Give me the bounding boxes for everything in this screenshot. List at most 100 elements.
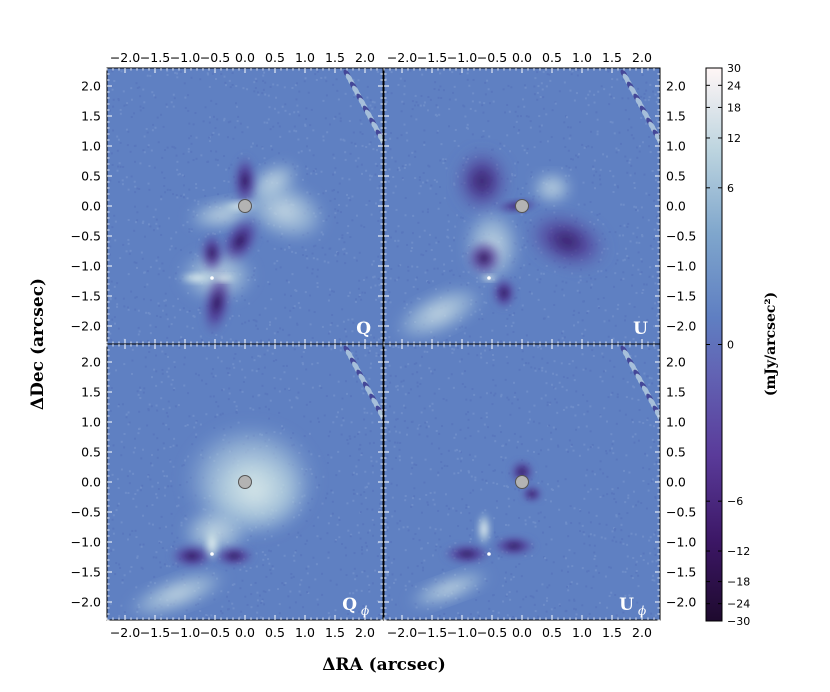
companion-core: [487, 276, 491, 280]
x-tick-label: 0.0: [512, 625, 532, 640]
panel-label-subscript: ϕ: [638, 604, 646, 618]
y-tick-label: 1.0: [666, 415, 686, 430]
y-tick-label: 1.5: [666, 385, 686, 400]
panel-label: U: [619, 595, 634, 615]
x-tick-label-top: 0.0: [235, 50, 255, 65]
x-tick-label-top: 0.5: [265, 50, 285, 65]
x-tick-label-top: 0.0: [512, 50, 532, 65]
x-tick-label-top: 2.0: [355, 50, 375, 65]
y-axis-title: ΔDec (arcsec): [28, 278, 48, 410]
y-tick-label: 2.0: [666, 79, 686, 94]
x-tick-label-top: 1.5: [325, 50, 345, 65]
panel-label: Q: [342, 595, 357, 615]
colorbar-tick-label: −30: [727, 615, 750, 628]
colorbar-tick-label: 6: [727, 182, 734, 195]
x-tick-label: −0.5: [200, 625, 230, 640]
y-tick-label: −1.5: [666, 289, 696, 304]
y-tick-label: −2.0: [71, 319, 101, 334]
companion-core: [487, 552, 491, 556]
y-tick-label: −2.0: [666, 595, 696, 610]
y-tick-label: −1.0: [71, 259, 101, 274]
colorbar-tick-label: −12: [727, 545, 750, 558]
y-tick-label: −1.5: [71, 565, 101, 580]
panel-u-phi: −2.0 −1.5 −1.0 −0.5 0.0 0.5 1.0 1.5 2.02.01.51.0…: [383, 343, 696, 640]
x-tick-label: −0.5: [477, 625, 507, 640]
y-tick-label: −1.0: [666, 259, 696, 274]
x-tick-label-top: −2.0: [110, 50, 140, 65]
colorbar-tick-label: 18: [727, 101, 741, 114]
x-tick-label: 1.5: [602, 625, 622, 640]
coronagraph-mask: [238, 475, 252, 489]
coronagraph-mask: [515, 475, 529, 489]
axis-titles: ΔRA (arcsec) ΔDec (arcsec): [28, 278, 446, 675]
colorbar-tick-label: 0: [727, 339, 734, 352]
y-tick-label: 0.5: [81, 445, 101, 460]
panel-q: −2.0 −1.5 −1.0 −0.5 0.0 0.5 1.0 1.5 2.02.01.51.0…: [71, 50, 384, 345]
panel-u: −2.0 −1.5 −1.0 −0.5 0.0 0.5 1.0 1.5 2.02.01.51.0…: [383, 50, 696, 345]
panel-q-phi: −2.0 −1.5 −1.0 −0.5 0.0 0.5 1.0 1.5 2.02.01.51.0…: [71, 343, 384, 640]
y-tick-label: 0.5: [81, 169, 101, 184]
emission-features: [406, 458, 544, 610]
x-tick-label-top: 1.5: [602, 50, 622, 65]
colorbar-tick-label: 24: [727, 79, 741, 92]
panel-image: [384, 68, 660, 344]
y-tick-label: 1.5: [666, 109, 686, 124]
y-tick-label: 0.0: [81, 475, 101, 490]
x-tick-label-top: −1.5: [417, 50, 447, 65]
x-tick-label-top: 0.5: [542, 50, 562, 65]
x-tick-label-top: −1.5: [140, 50, 170, 65]
panel-ticks: [383, 344, 660, 621]
y-tick-label: 0.5: [666, 445, 686, 460]
panel-ticks: [106, 68, 383, 345]
coronagraph-mask: [238, 199, 252, 213]
x-tick-label: 0.5: [265, 625, 285, 640]
companion-core: [210, 552, 214, 556]
y-tick-label: −0.5: [71, 505, 101, 520]
x-tick-label: −2.0: [387, 625, 417, 640]
y-tick-label: −2.0: [666, 319, 696, 334]
colorbar: 30 24 18 12 6 0 −6 −12 −18 −24 −30 (mJy/arcsec²): [705, 62, 779, 628]
colorbar-tick-label: −18: [727, 576, 750, 589]
y-tick-label: −2.0: [71, 595, 101, 610]
panel-image: [107, 344, 383, 620]
colorbar-title: (mJy/arcsec²): [763, 292, 779, 396]
colorbar-tick-label: −24: [727, 598, 750, 611]
x-tick-label: 1.0: [572, 625, 592, 640]
x-tick-label-top: 1.0: [295, 50, 315, 65]
x-tick-label-top: 1.0: [572, 50, 592, 65]
outer-arc-feature: [620, 69, 660, 151]
panel-label-subscript: ϕ: [361, 604, 369, 618]
x-tick-label-top: −0.5: [200, 50, 230, 65]
x-tick-label-top: −1.0: [170, 50, 200, 65]
noise-texture: [107, 344, 383, 620]
panels-layer: −2.0 −1.5 −1.0 −0.5 0.0 0.5 1.0 1.5 2.02.01.51.0…: [71, 50, 697, 640]
y-tick-label: −1.5: [71, 289, 101, 304]
x-tick-label: 1.5: [325, 625, 345, 640]
x-tick-label-top: −2.0: [387, 50, 417, 65]
emission-features: [392, 146, 611, 343]
x-tick-label: 1.0: [295, 625, 315, 640]
x-tick-label: −1.5: [140, 625, 170, 640]
y-tick-label: 0.0: [81, 199, 101, 214]
y-tick-label: −1.5: [666, 565, 696, 580]
y-tick-label: 2.0: [81, 355, 101, 370]
y-tick-label: −0.5: [666, 505, 696, 520]
x-tick-label: −1.0: [170, 625, 200, 640]
panel-label: U: [633, 319, 648, 339]
y-tick-label: 0.0: [666, 199, 686, 214]
x-tick-label: 0.0: [235, 625, 255, 640]
panel-ticks: [106, 344, 383, 621]
y-tick-label: 1.0: [81, 139, 101, 154]
x-tick-label: 0.5: [542, 625, 562, 640]
x-tick-label: −1.0: [447, 625, 477, 640]
colorbar-tick-label: −6: [727, 495, 743, 508]
y-tick-label: −0.5: [71, 229, 101, 244]
colorbar-tick-label: 30: [727, 62, 741, 75]
x-tick-label-top: −0.5: [477, 50, 507, 65]
x-tick-label: −1.5: [417, 625, 447, 640]
x-tick-label-top: 2.0: [632, 50, 652, 65]
y-tick-label: 1.5: [81, 109, 101, 124]
y-tick-label: 2.0: [81, 79, 101, 94]
y-tick-label: 0.0: [666, 475, 686, 490]
